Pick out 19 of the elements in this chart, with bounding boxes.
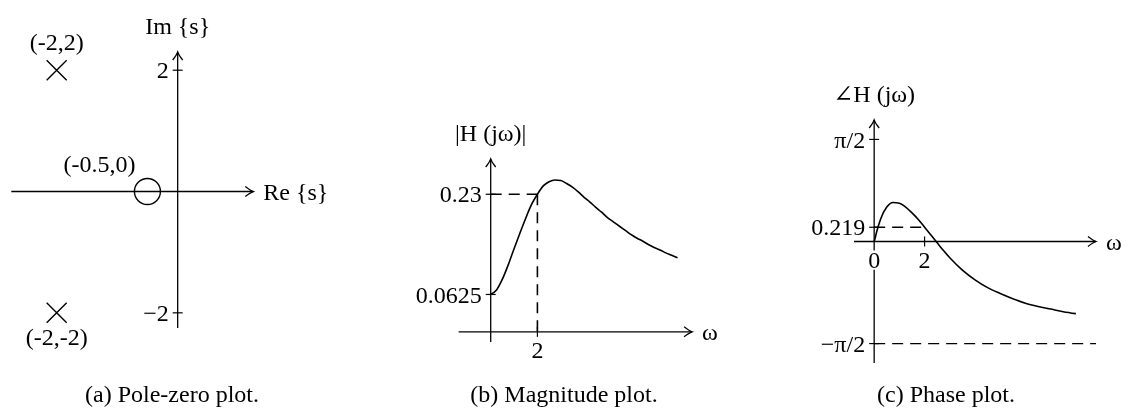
y-tick-label: 0.23 (439, 181, 482, 208)
y-axis-title: Im {s} (145, 13, 211, 39)
y-tick-label: −2 (143, 300, 169, 326)
series-label: (-2,-2) (25, 323, 88, 350)
x-axis-title: ω (1106, 228, 1122, 255)
x-tick-label: 0 (868, 246, 881, 273)
x-axis-title: Re {s} (263, 178, 329, 205)
y-tick-label: −π/2 (820, 330, 866, 357)
text: (c) Phase plot. (877, 381, 1015, 407)
y-tick-label: π/2 (834, 126, 866, 153)
series-label: (-0.5,0) (63, 150, 136, 177)
y-axis-title: |H (jω)| (455, 120, 527, 146)
series-label: (-2,2) (29, 29, 84, 56)
y-axis-title: ∠H (jω) (833, 81, 916, 107)
y-tick-label: 0.219 (811, 214, 866, 241)
y-tick-label: 0.0625 (415, 281, 482, 308)
text: (b) Magnitude plot. (470, 381, 658, 407)
text: (a) Pole-zero plot. (85, 381, 259, 407)
x-axis-title: ω (702, 318, 718, 345)
